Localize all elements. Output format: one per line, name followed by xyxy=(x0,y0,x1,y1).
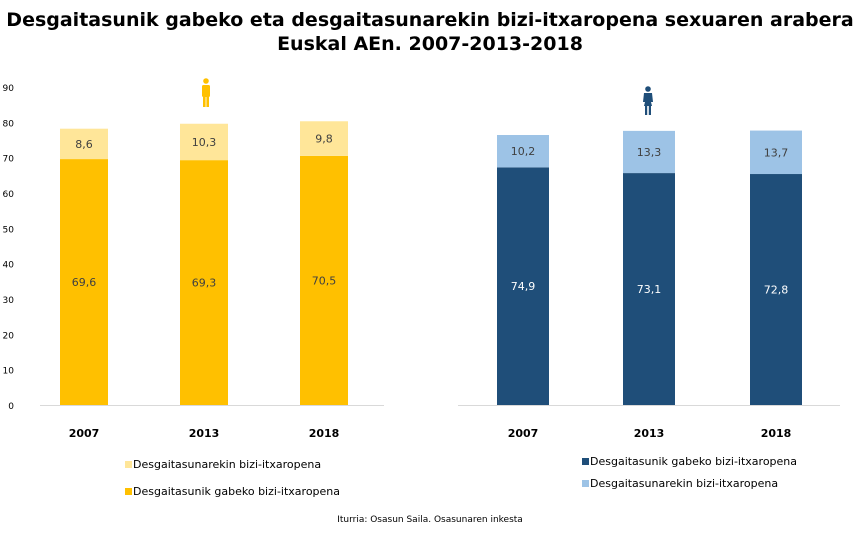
y-tick-label: 20 xyxy=(3,331,15,341)
data-label: 9,8 xyxy=(315,133,333,146)
data-label: 69,6 xyxy=(72,276,97,289)
bar-segment xyxy=(180,160,228,405)
data-label: 69,3 xyxy=(192,277,217,290)
bar-segment xyxy=(623,130,675,174)
data-label: 74,9 xyxy=(511,280,536,293)
x-tick-label: 2007 xyxy=(69,427,100,440)
legend-label: Desgaitasunarekin bizi-itxaropena xyxy=(133,458,321,471)
bar-segment xyxy=(300,121,348,156)
x-tick-label: 2013 xyxy=(634,427,665,440)
y-tick-label: 70 xyxy=(3,155,15,165)
bar-segment xyxy=(497,167,549,405)
data-label: 70,5 xyxy=(312,274,337,287)
legend-swatch xyxy=(125,488,132,495)
bar-segment xyxy=(60,128,108,160)
legend-swatch xyxy=(582,458,589,465)
legend-label: Desgaitasunik gabeko bizi-itxaropena xyxy=(133,485,340,498)
male-icon xyxy=(202,78,210,107)
y-tick-label: 30 xyxy=(3,296,15,306)
bar-segment xyxy=(180,123,228,161)
source-note: Iturria: Osasun Saila. Osasunaren inkest… xyxy=(337,515,523,525)
legend-label: Desgaitasunik gabeko bizi-itxaropena xyxy=(590,455,797,468)
legend-swatch xyxy=(582,480,589,487)
y-tick-label: 90 xyxy=(3,84,15,94)
data-label: 8,6 xyxy=(75,138,93,151)
title-line-2: Euskal AEn. 2007-2013-2018 xyxy=(277,33,583,55)
y-tick-label: 50 xyxy=(3,225,15,235)
y-tick-label: 40 xyxy=(3,261,15,271)
bar-segment xyxy=(623,173,675,405)
legend-label: Desgaitasunarekin bizi-itxaropena xyxy=(590,477,778,490)
legend-swatch xyxy=(125,461,132,468)
bar-segment xyxy=(60,159,108,405)
x-tick-label: 2007 xyxy=(508,427,539,440)
bar-segment xyxy=(497,135,549,168)
female-icon xyxy=(643,86,653,115)
title-line-1: Desgaitasunik gabeko eta desgaitasunarek… xyxy=(6,9,854,31)
y-tick-label: 80 xyxy=(3,119,15,129)
data-label: 72,8 xyxy=(764,284,789,297)
data-label: 10,3 xyxy=(192,136,217,149)
bar-segment xyxy=(750,174,802,405)
x-tick-label: 2013 xyxy=(189,427,220,440)
y-tick-label: 60 xyxy=(3,190,15,200)
data-label: 13,3 xyxy=(637,146,662,159)
data-label: 13,7 xyxy=(764,146,789,159)
y-tick-label: 10 xyxy=(3,367,15,377)
bar-segment xyxy=(300,155,348,405)
x-tick-label: 2018 xyxy=(309,427,340,440)
data-label: 10,2 xyxy=(511,145,536,158)
x-tick-label: 2018 xyxy=(761,427,792,440)
y-tick-label: 0 xyxy=(8,402,14,412)
chart-title: Desgaitasunik gabeko eta desgaitasunarek… xyxy=(0,8,860,56)
bar-segment xyxy=(750,130,802,175)
data-label: 73,1 xyxy=(637,283,662,296)
